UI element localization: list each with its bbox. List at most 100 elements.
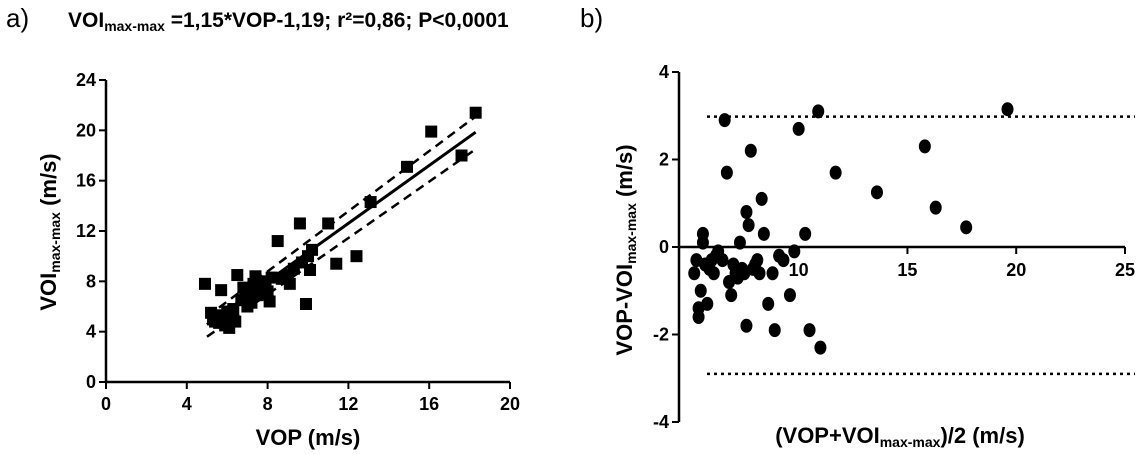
chart-b-point [725,288,738,303]
chart-b-point [720,165,733,180]
panel-b-label: b) [580,3,603,33]
chart-b-point [753,266,766,281]
chart-b-y-tick-label: -2 [653,325,669,345]
chart-b-points [688,102,1014,355]
chart-b-point [768,323,781,338]
chart-b-point [777,253,790,268]
equation-rest: =1,15*VOP-1,19; r²=0,86; P<0,0001 [165,9,509,32]
chart-b-point [788,244,801,259]
chart-b-point [744,143,757,158]
chart-b-ticks: -4 -2 0 2 4 10 15 20 25 [653,62,1135,432]
chart-b-x-label-pre: (VOP+VOI [775,423,880,448]
chart-a-y-label-unit: (m/s) [36,153,61,212]
chart-a-regression-line [206,130,477,326]
chart-b-point [751,253,764,268]
chart-b-x-label-sub: max-max [880,434,941,450]
chart-b-y-tick-label: 0 [659,237,669,257]
chart-a-point [322,217,335,230]
chart-b-point [740,318,753,333]
chart-a-point [263,295,276,308]
chart-b-y-tick-label: 4 [659,62,669,82]
chart-b-point [766,266,779,281]
chart-a-point [425,125,438,138]
chart-b-point [918,139,931,154]
panel-a-label: a) [6,3,29,33]
chart-b-x-tick-label: 10 [789,260,809,280]
chart-b-point [718,113,731,128]
chart-a-x-tick-label: 20 [500,394,520,414]
chart-b-point [740,205,753,219]
chart-a-point [229,315,242,328]
chart-b-y-tick-label: 2 [659,150,669,170]
equation-voi: VOI [68,9,104,32]
chart-a-point [293,217,306,230]
chart-b-point [716,253,729,268]
chart-b: -4 -2 0 2 4 10 15 20 25 (VOP+VOImax-max)/2 (m/s)… [612,62,1135,450]
chart-a-point [198,277,211,290]
chart-a-x-tick-label: 4 [182,394,192,414]
chart-a-point [271,235,284,248]
chart-a-y-tick-label: 4 [86,322,96,342]
chart-a-point [455,149,468,162]
chart-a-point [299,297,312,310]
chart-b-point [814,340,827,355]
chart-b-point [783,288,796,303]
equation-subscript: max-max [104,18,165,34]
chart-b-y-tick-label: -4 [653,412,669,432]
chart-b-point [799,226,812,241]
chart-b-point [960,220,973,235]
chart-b-x-tick-label: 15 [897,260,917,280]
chart-a-point [304,264,317,277]
regression-equation: VOImax-max =1,15*VOP-1,19; r²=0,86; P<0,… [68,9,509,34]
chart-b-point [688,266,701,281]
chart-b-x-axis-label: (VOP+VOImax-max)/2 (m/s) [775,423,1025,450]
chart-b-point [829,165,842,180]
chart-b-y-label-main: VOP-VOI [612,264,637,356]
chart-a-point [231,269,244,282]
chart-b-point [1001,102,1014,117]
chart-a-y-tick-label: 20 [76,120,96,140]
chart-b-point [792,121,805,136]
chart-a-point [350,250,363,263]
chart-b-point [929,200,942,215]
chart-a-point [261,285,274,298]
chart-a-ci-lower [206,148,477,338]
chart-b-point [742,218,755,233]
chart-b-point [803,323,816,338]
chart-a-y-tick-label: 24 [76,70,96,90]
chart-b-point [696,235,709,250]
chart-a-y-axis-label: VOImax-max (m/s) [36,153,63,310]
chart-b-x-tick-label: 25 [1115,260,1135,280]
chart-a-point [469,106,482,119]
chart-a-y-tick-label: 12 [76,221,96,241]
chart-a-point [330,257,343,270]
chart-a-ticks: 0 4 8 12 16 20 0 4 8 12 16 20 24 [76,70,520,414]
chart-a-x-tick-label: 8 [263,394,273,414]
chart-a-y-label-main: VOI [36,273,61,311]
chart-a-y-tick-label: 0 [86,372,96,392]
chart-a-y-tick-label: 16 [76,171,96,191]
chart-a-point [283,277,296,290]
chart-a-point [400,160,413,173]
chart-b-point [707,266,720,281]
chart-b-point [870,185,883,200]
chart-b-reference-lines [679,115,1135,376]
chart-a-y-tick-label: 8 [86,271,96,291]
chart-a: 0 4 8 12 16 20 0 4 8 12 16 20 24 VOP (m/s) VOImax-ma… [36,70,520,450]
chart-a-confidence-band [206,115,477,338]
chart-a-x-tick-label: 16 [419,394,439,414]
chart-b-x-label-post: )/2 (m/s) [940,423,1024,448]
chart-a-x-tick-label: 0 [101,394,111,414]
chart-a-y-label-sub: max-max [47,212,63,273]
chart-b-x-tick-label: 20 [1006,260,1026,280]
chart-b-point [701,296,714,311]
chart-b-point [755,191,768,206]
chart-b-point [733,235,746,250]
chart-b-point [762,296,775,311]
chart-a-point [215,284,228,297]
chart-b-point [812,104,825,119]
chart-b-point [757,226,770,241]
chart-b-y-axis-label: VOP-VOImax-max (m/s) [612,144,639,355]
chart-a-x-axis-label: VOP (m/s) [256,425,361,450]
